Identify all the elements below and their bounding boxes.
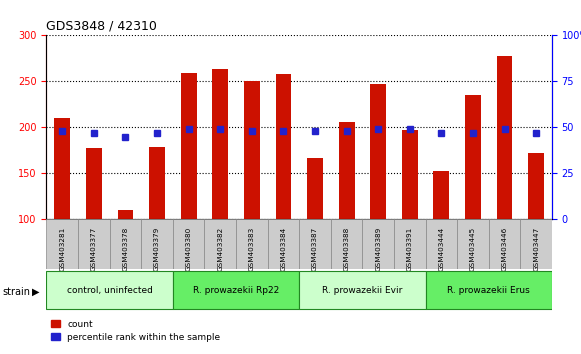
Bar: [181, 73, 196, 219]
Bar: [275, 74, 291, 219]
Text: GSM403388: GSM403388: [343, 227, 350, 271]
Text: GSM403383: GSM403383: [249, 227, 255, 271]
Text: control, uninfected: control, uninfected: [67, 286, 153, 295]
FancyBboxPatch shape: [268, 219, 299, 269]
Bar: [117, 210, 134, 219]
FancyBboxPatch shape: [299, 271, 425, 309]
Text: GSM403380: GSM403380: [186, 227, 192, 271]
Bar: [86, 148, 102, 219]
FancyBboxPatch shape: [173, 271, 299, 309]
FancyBboxPatch shape: [78, 219, 110, 269]
Text: GSM403445: GSM403445: [470, 227, 476, 271]
Text: GSM403444: GSM403444: [439, 227, 444, 271]
Bar: [212, 69, 228, 219]
Bar: [528, 153, 544, 219]
Bar: [55, 118, 70, 219]
Text: GDS3848 / 42310: GDS3848 / 42310: [46, 20, 157, 33]
FancyBboxPatch shape: [331, 219, 363, 269]
Legend: count, percentile rank within the sample: count, percentile rank within the sample: [51, 320, 220, 342]
FancyBboxPatch shape: [394, 219, 425, 269]
FancyBboxPatch shape: [489, 219, 521, 269]
Text: GSM403281: GSM403281: [59, 227, 65, 271]
Text: GSM403387: GSM403387: [312, 227, 318, 271]
Bar: [402, 130, 418, 219]
Text: GSM403384: GSM403384: [281, 227, 286, 271]
Bar: [433, 171, 449, 219]
Text: GSM403377: GSM403377: [91, 227, 97, 271]
Text: GSM403389: GSM403389: [375, 227, 381, 271]
FancyBboxPatch shape: [205, 219, 236, 269]
Text: GSM403447: GSM403447: [533, 227, 539, 271]
Bar: [497, 56, 512, 219]
FancyBboxPatch shape: [457, 219, 489, 269]
Text: GSM403391: GSM403391: [407, 227, 413, 271]
Text: GSM403382: GSM403382: [217, 227, 223, 271]
FancyBboxPatch shape: [521, 219, 552, 269]
Bar: [244, 81, 260, 219]
Text: strain: strain: [3, 287, 31, 297]
Text: ▶: ▶: [32, 287, 40, 297]
Bar: [370, 84, 386, 219]
Text: R. prowazekii Erus: R. prowazekii Erus: [447, 286, 530, 295]
Bar: [339, 122, 354, 219]
Bar: [465, 95, 481, 219]
FancyBboxPatch shape: [425, 271, 552, 309]
FancyBboxPatch shape: [236, 219, 268, 269]
FancyBboxPatch shape: [173, 219, 205, 269]
Bar: [149, 147, 165, 219]
Text: GSM403446: GSM403446: [501, 227, 508, 271]
Text: R. prowazekii Rp22: R. prowazekii Rp22: [193, 286, 279, 295]
FancyBboxPatch shape: [299, 219, 331, 269]
FancyBboxPatch shape: [46, 271, 173, 309]
Text: R. prowazekii Evir: R. prowazekii Evir: [322, 286, 403, 295]
FancyBboxPatch shape: [425, 219, 457, 269]
FancyBboxPatch shape: [363, 219, 394, 269]
FancyBboxPatch shape: [110, 219, 141, 269]
Text: GSM403379: GSM403379: [154, 227, 160, 271]
FancyBboxPatch shape: [141, 219, 173, 269]
Bar: [307, 158, 323, 219]
FancyBboxPatch shape: [46, 219, 78, 269]
Text: GSM403378: GSM403378: [123, 227, 128, 271]
